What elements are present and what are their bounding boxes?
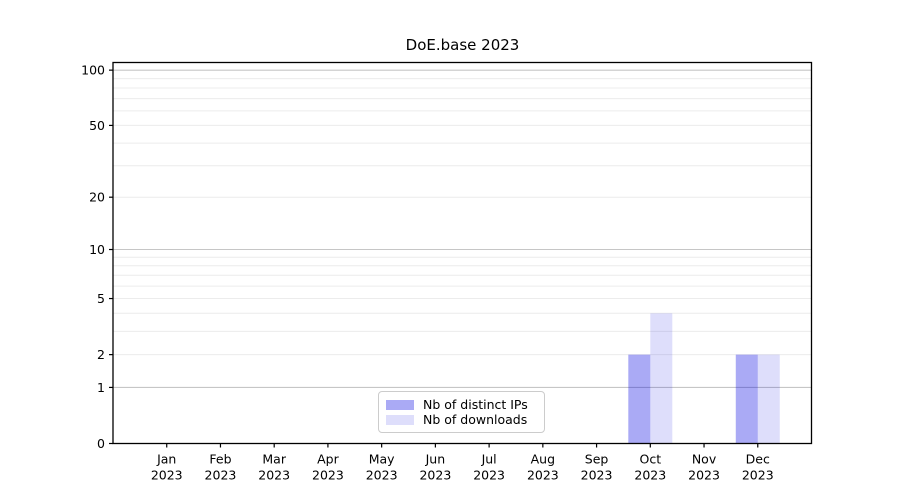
y-tick-label: 20 — [89, 190, 105, 205]
x-tick-label-month: Nov — [692, 452, 717, 467]
y-tick-label: 100 — [81, 63, 105, 78]
x-tick-label-month: Jul — [481, 452, 497, 467]
x-tick-label-month: Dec — [746, 452, 770, 467]
legend-swatch-downloads — [386, 414, 414, 425]
bar-oct-series1 — [650, 313, 673, 444]
legend: Nb of distinct IPs Nb of downloads — [378, 391, 545, 433]
x-tick-label-year: 2023 — [527, 468, 559, 483]
y-tick-label: 5 — [97, 291, 105, 306]
legend-swatch-distinct-ips — [386, 399, 414, 410]
x-tick-label-year: 2023 — [419, 468, 451, 483]
x-tick-label-year: 2023 — [688, 468, 720, 483]
legend-item-downloads: Nb of downloads — [386, 412, 536, 427]
x-tick-label-month: May — [369, 452, 395, 467]
x-tick-label-month: Jun — [425, 452, 446, 467]
y-tick-label: 0 — [97, 436, 105, 451]
chart-title: DoE.base 2023 — [405, 36, 520, 54]
bar-oct-series0 — [628, 354, 651, 444]
bar-dec-series1 — [757, 354, 780, 444]
y-tick-label: 10 — [89, 242, 105, 257]
x-tick-label-month: Apr — [317, 452, 339, 467]
x-tick-label-year: 2023 — [581, 468, 613, 483]
legend-label-downloads: Nb of downloads — [423, 412, 528, 427]
x-tick-label-month: Jan — [156, 452, 176, 467]
x-tick-label-year: 2023 — [258, 468, 290, 483]
legend-item-distinct-ips: Nb of distinct IPs — [386, 397, 536, 412]
x-tick-label-year: 2023 — [205, 468, 237, 483]
x-tick-label-month: Feb — [209, 452, 231, 467]
legend-label-distinct-ips: Nb of distinct IPs — [423, 397, 528, 412]
x-tick-label-month: Oct — [639, 452, 661, 467]
x-tick-label-year: 2023 — [742, 468, 774, 483]
plot-border — [112, 61, 813, 445]
x-tick-label-month: Mar — [262, 452, 286, 467]
x-tick-label-year: 2023 — [312, 468, 344, 483]
x-tick-label-year: 2023 — [634, 468, 666, 483]
x-tick-label-month: Aug — [531, 452, 555, 467]
bar-dec-series0 — [735, 354, 758, 444]
x-tick-label-month: Sep — [585, 452, 609, 467]
x-tick-label-year: 2023 — [473, 468, 505, 483]
x-tick-label-year: 2023 — [366, 468, 398, 483]
x-tick-label-year: 2023 — [151, 468, 183, 483]
y-tick-label: 1 — [97, 380, 105, 395]
y-tick-label: 50 — [89, 118, 105, 133]
y-tick-label: 2 — [97, 347, 105, 362]
